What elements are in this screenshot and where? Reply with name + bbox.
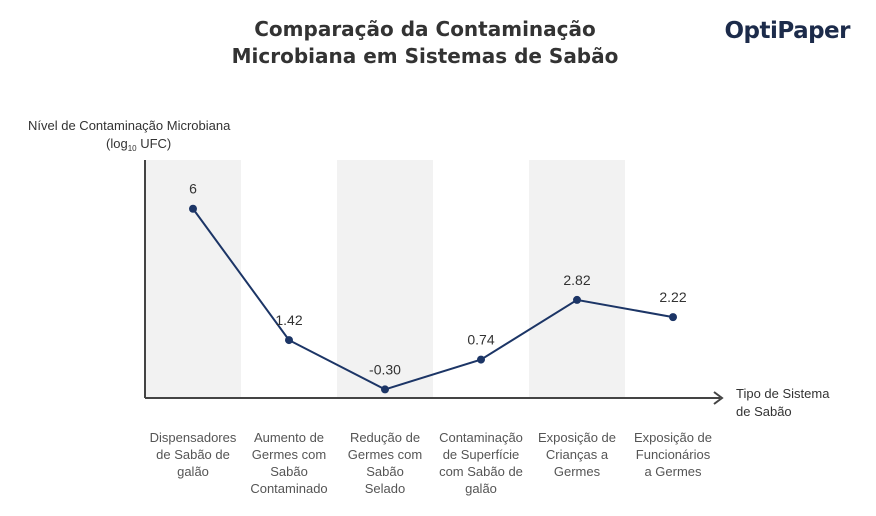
x-tick-label: Aumento de Germes com Sabão Contaminado (250, 430, 327, 496)
data-point (285, 336, 293, 345)
data-point (189, 204, 197, 213)
chart-title-line2: Microbiana em Sistemas de Sabão (231, 44, 619, 68)
x-axis-title-line1: Tipo de Sistema (736, 386, 830, 401)
x-tick-label: Contaminação de Superfície com Sabão de gal… (439, 430, 523, 496)
data-point (381, 385, 389, 394)
data-label: 1.42 (275, 312, 302, 328)
series-line (192, 208, 674, 391)
data-points (189, 204, 677, 394)
x-axis-title-line2: de Sabão (736, 404, 792, 419)
x-tick-labels: Dispensadores de Sabão de galão Aumento de G… (150, 430, 712, 496)
data-point (477, 355, 485, 364)
data-label: 2.22 (659, 289, 686, 305)
y-axis-title-line1: Nível de Contaminação Microbiana (28, 118, 231, 133)
data-point (669, 313, 677, 322)
background-band (337, 160, 433, 398)
data-labels: 6 1.42 -0.30 0.74 2.82 2.22 (189, 181, 687, 378)
data-label: 6 (189, 181, 197, 197)
background-band (145, 160, 241, 398)
data-point (573, 295, 581, 304)
x-tick-label: Redução de Germes com Sabão Selado (348, 430, 422, 496)
chart-title: Comparação da Contaminação Microbiana em… (190, 16, 660, 70)
chart-title-line1: Comparação da Contaminação (254, 17, 596, 41)
axes (144, 160, 724, 405)
y-axis-title-line2: (log10 UFC) (106, 136, 171, 153)
data-label: -0.30 (369, 361, 401, 377)
data-label: 0.74 (467, 332, 494, 348)
background-bands (145, 160, 625, 398)
data-label: 2.82 (563, 272, 590, 288)
x-tick-label: Exposição de Crianças a Germes (538, 430, 616, 479)
x-tick-label: Exposição de Funcionários a Germes (634, 430, 712, 479)
x-axis-arrow-icon (713, 391, 724, 405)
brand-logo: OptiPaper (724, 18, 850, 44)
x-tick-label: Dispensadores de Sabão de galão (150, 430, 237, 479)
background-band (529, 160, 625, 398)
